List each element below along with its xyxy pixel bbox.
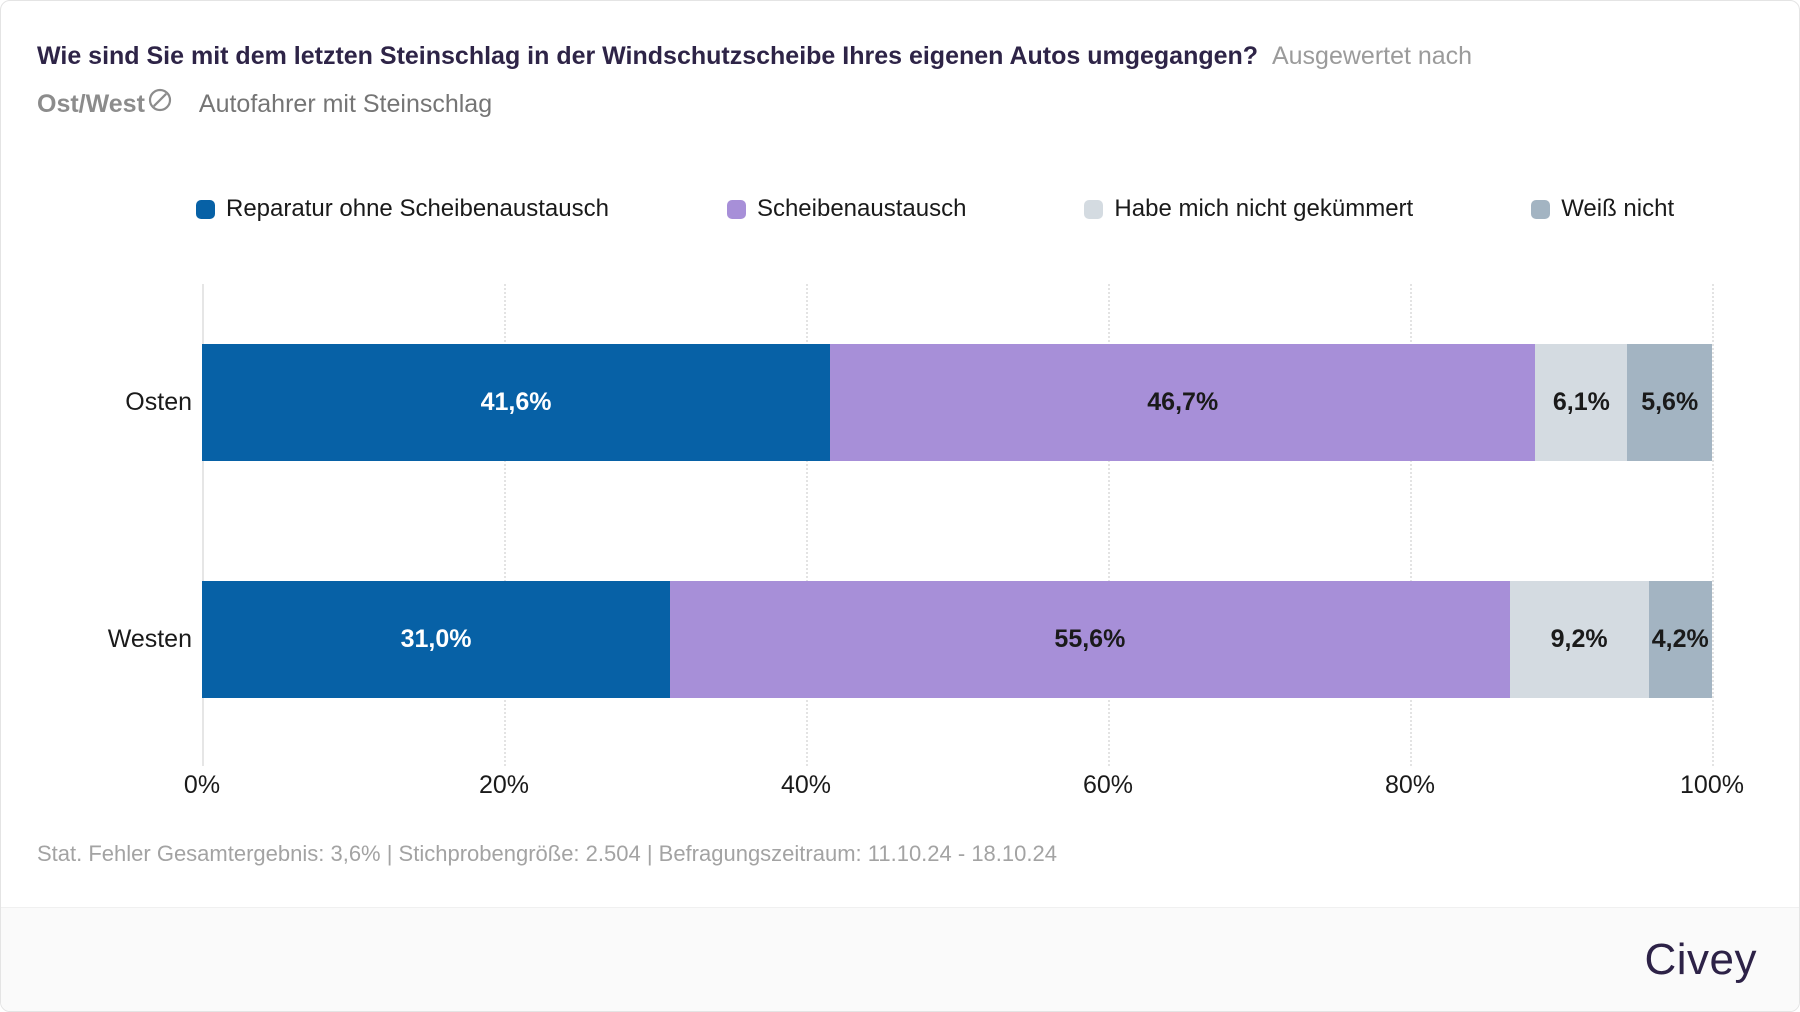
segment-value-label: 5,6% [1641,388,1699,416]
bar-segment: 55,6% [670,581,1510,698]
header-line1: Wie sind Sie mit dem letzten Steinschlag… [37,39,1763,73]
legend-swatch-icon [196,199,215,219]
bar-segment: 9,2% [1509,581,1649,698]
x-axis-tick: 100% [1680,771,1744,799]
gridline [504,284,506,766]
header: Wie sind Sie mit dem letzten Steinschlag… [37,39,1763,120]
segment-value-label: 55,6% [1054,625,1126,653]
bar-segment: 31,0% [202,581,671,698]
bar-segment: 4,2% [1648,581,1712,698]
crossed-circle-icon [147,87,173,120]
gridline [202,284,204,766]
legend-label: Reparatur ohne Scheibenaustausch [226,195,609,222]
x-axis: 0% 20% 40% 60% 80% 100% [184,771,1744,807]
bar-segment: 41,6% [202,344,831,461]
legend-swatch-icon [726,199,746,219]
x-axis-tick: 80% [1384,771,1436,799]
x-axis-tick: 60% [1082,771,1134,799]
x-axis-tick: 0% [183,771,221,799]
legend-swatch-icon [1531,199,1551,219]
segment-value-label: 46,7% [1147,388,1219,416]
segment-value-label: 9,2% [1550,625,1608,653]
evaluated-by-label [1265,42,1272,70]
plot-area: 41,6% 46,7% 6,1% 5,6% 31,0% 55,6% 9,2% 4,2% [202,284,1714,766]
header-line2: Ost/West Autofahrer mit Steinschlag [37,87,1763,120]
legend-item: Weiß nicht [1531,195,1674,223]
segment-value-label: 6,1% [1552,388,1610,416]
category-label: Westen [107,625,192,653]
audience-label: Autofahrer mit Steinschlag [198,90,493,118]
legend-swatch-icon [1084,199,1104,219]
segment-value-label: 31,0% [400,625,472,653]
category-label: Osten [125,388,192,416]
gridline [1712,284,1714,766]
legend-item: Habe mich nicht gekümmert [1084,195,1413,223]
bar-row: 41,6% 46,7% 6,1% 5,6% [202,344,1712,461]
brand-bar: Civey [1,907,1799,1011]
survey-question: Wie sind Sie mit dem letzten Steinschlag… [37,42,1259,70]
segment-value-label: 4,2% [1651,625,1709,653]
x-axis-tick: 20% [478,771,530,799]
legend: Reparatur ohne Scheibenaustausch Scheiben… [196,195,1674,223]
gridline [806,284,808,766]
gridline [1108,284,1110,766]
segment-value-label: 41,6% [480,388,552,416]
legend-label: Scheibenaustausch [756,195,967,222]
bar-segment: 5,6% [1627,344,1712,461]
stats-note: Stat. Fehler Gesamtergebnis: 3,6% | Stic… [37,841,1057,866]
x-axis-tick: 40% [780,771,832,799]
gridline [1410,284,1412,766]
evaluated-by-value: Ost/West [37,90,145,118]
legend-item: Scheibenaustausch [726,195,967,223]
bar-segment: 46,7% [830,344,1536,461]
civey-logo: Civey [1644,934,1757,984]
legend-label: Habe mich nicht gekümmert [1114,195,1414,222]
bar-row: 31,0% 55,6% 9,2% 4,2% [202,581,1712,698]
legend-label: Weiß nicht [1561,195,1675,222]
bar-segment: 6,1% [1535,344,1628,461]
legend-item: Reparatur ohne Scheibenaustausch [196,195,609,223]
category-label-column: Osten Westen [37,284,202,766]
evaluated-by-text: Ausgewertet nach [1271,42,1473,70]
chart: Osten Westen 41,6% 46,7% 6,1% 5,6% 31,0% 55,6%… [37,284,1714,766]
